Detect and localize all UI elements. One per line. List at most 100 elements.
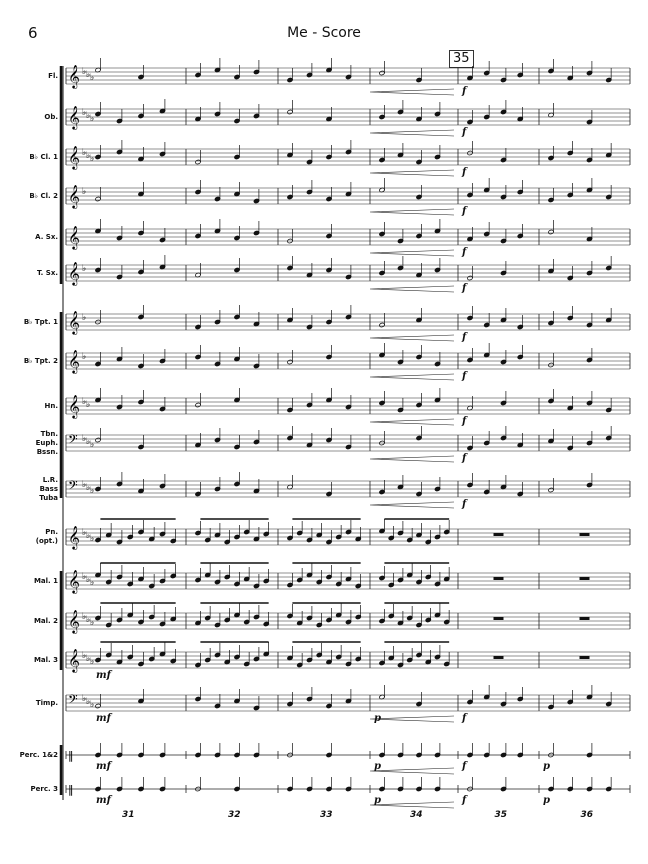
dynamic-marking: f	[462, 795, 467, 806]
whole-rest-icon	[579, 656, 590, 659]
instrument-label: B♭ Tpt. 1	[23, 317, 58, 326]
flat-icon: ♭	[86, 531, 90, 541]
dynamic-marking: p	[543, 761, 550, 772]
instrument-label: A. Sx.	[35, 232, 58, 241]
flat-icon: ♭	[86, 615, 90, 625]
instrument-label: Mal. 3	[33, 655, 58, 664]
flat-icon: ♭	[86, 400, 90, 410]
flat-icon: ♭	[90, 534, 94, 544]
clef-icon: 𝄞	[68, 648, 80, 673]
dynamic-marking: f	[462, 453, 467, 464]
whole-rest-icon	[493, 577, 504, 580]
measure-number: 32	[228, 810, 241, 820]
flat-icon: ♭	[82, 612, 86, 622]
page-title: Me - Score	[287, 25, 361, 41]
crescendo-hairpin	[369, 169, 455, 177]
flat-icon: ♭	[82, 480, 86, 490]
whole-rest-icon	[579, 533, 590, 536]
flat-icon: ♭	[86, 111, 90, 121]
dynamic-marking: mf	[96, 795, 111, 806]
instrument-label: Ob.	[44, 112, 58, 121]
clef-icon: 𝄞	[68, 349, 80, 374]
dynamic-marking: f	[462, 86, 467, 97]
instrument-label: B♭ Tpt. 2	[23, 356, 58, 365]
crescendo-hairpin	[369, 249, 455, 257]
clef-icon: 𝄞	[68, 184, 80, 209]
instrument-label: Perc. 1&2	[19, 750, 58, 759]
flat-icon: ♭	[86, 575, 90, 585]
flat-icon: ♭	[86, 654, 90, 664]
crescendo-hairpin	[369, 88, 455, 96]
dynamic-marking: mf	[96, 713, 111, 724]
dynamic-marking: p	[374, 761, 381, 772]
crescendo-hairpin	[369, 208, 455, 216]
instrument-label: Timp.	[35, 698, 58, 707]
instrument-label: Hn.	[44, 401, 58, 410]
dynamic-marking: p	[543, 795, 550, 806]
flat-icon: ♭	[82, 352, 86, 362]
flat-icon: ♭	[86, 697, 90, 707]
dynamic-marking: p	[374, 795, 381, 806]
flat-icon: ♭	[86, 70, 90, 80]
clef-icon: 𝄢	[68, 478, 78, 496]
instrument-label: Tbn. Euph. Bssn.	[35, 429, 58, 456]
clef-icon: ‖	[68, 749, 74, 762]
dynamic-marking: mf	[96, 761, 111, 772]
clef-icon: 𝄞	[68, 225, 80, 250]
instrument-label: Mal. 1	[33, 576, 58, 585]
dynamic-marking: f	[462, 416, 467, 427]
flat-icon: ♭	[82, 397, 86, 407]
flat-icon: ♭	[90, 154, 94, 164]
flat-icon: ♭	[90, 618, 94, 628]
crescendo-hairpin	[369, 334, 455, 342]
crescendo-hairpin	[369, 767, 455, 775]
flat-icon: ♭	[82, 528, 86, 538]
dynamic-marking: mf	[96, 670, 111, 681]
instrument-label: L.R. Bass Tuba	[39, 475, 58, 502]
flat-icon: ♭	[90, 578, 94, 588]
clef-icon: 𝄞	[68, 609, 80, 634]
page-number: 6	[28, 24, 38, 42]
clef-icon: ‖	[68, 783, 74, 796]
flat-icon: ♭	[86, 151, 90, 161]
whole-rest-icon	[579, 617, 590, 620]
dynamic-marking: p	[374, 713, 381, 724]
flat-icon: ♭	[82, 651, 86, 661]
whole-rest-icon	[579, 577, 590, 580]
rehearsal-mark: 35	[449, 50, 474, 68]
flat-icon: ♭	[90, 114, 94, 124]
dynamic-marking: f	[462, 371, 467, 382]
flat-icon: ♭	[82, 187, 86, 197]
instrument-label: B♭ Cl. 1	[29, 152, 58, 161]
flat-icon: ♭	[90, 700, 94, 710]
crescendo-hairpin	[369, 501, 455, 509]
flat-icon: ♭	[82, 434, 86, 444]
crescendo-hairpin	[369, 285, 455, 293]
dynamic-marking: f	[462, 247, 467, 258]
flat-icon: ♭	[90, 440, 94, 450]
dynamic-marking: f	[462, 206, 467, 217]
crescendo-hairpin	[369, 418, 455, 426]
clef-icon: 𝄢	[68, 432, 78, 450]
instrument-label: Fl.	[48, 71, 58, 80]
flat-icon: ♭	[86, 483, 90, 493]
crescendo-hairpin	[369, 801, 455, 809]
flat-icon: ♭	[90, 657, 94, 667]
instrument-label: T. Sx.	[36, 268, 58, 277]
instrument-label: Mal. 2	[33, 616, 58, 625]
clef-icon: 𝄞	[68, 105, 80, 130]
clef-icon: 𝄞	[68, 261, 80, 286]
dynamic-marking: f	[462, 167, 467, 178]
instrument-label: B♭ Cl. 2	[29, 191, 58, 200]
crescendo-hairpin	[369, 129, 455, 137]
measure-number: 33	[320, 810, 333, 820]
whole-rest-icon	[493, 617, 504, 620]
flat-icon: ♭	[82, 572, 86, 582]
crescendo-hairpin	[369, 715, 455, 723]
clef-icon: 𝄞	[68, 145, 80, 170]
clef-icon: 𝄞	[68, 525, 80, 550]
flat-icon: ♭	[82, 148, 86, 158]
flat-icon: ♭	[86, 437, 90, 447]
flat-icon: ♭	[90, 73, 94, 83]
